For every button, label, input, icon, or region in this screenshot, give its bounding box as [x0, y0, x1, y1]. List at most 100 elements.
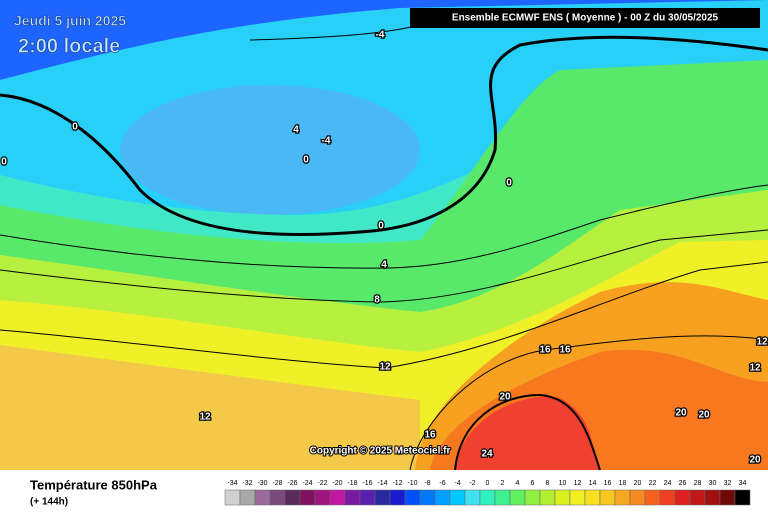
contours — [0, 24, 768, 471]
contour-label: 12 — [199, 412, 211, 423]
legend-swatch — [389, 489, 406, 506]
model-info: Ensemble ECMWF ENS ( Moyenne ) - 00 Z du… — [452, 13, 719, 24]
legend-swatch — [299, 489, 316, 506]
contour-label: 4 — [293, 125, 299, 136]
legend-label: 6 — [531, 480, 535, 487]
legend-label: -16 — [362, 480, 372, 487]
legend-label: -18 — [347, 480, 357, 487]
contour-label: 16 — [539, 345, 551, 356]
contour-label: 20 — [499, 392, 511, 403]
legend-swatch — [419, 489, 436, 506]
legend-label: -4 — [454, 480, 460, 487]
contour-label: 12 — [749, 363, 761, 374]
legend-swatch — [689, 489, 706, 506]
contour-label: -4 — [322, 136, 331, 147]
legend-label: -30 — [257, 480, 267, 487]
legend-swatch — [464, 489, 481, 506]
legend-swatch — [704, 489, 721, 506]
legend-label: 18 — [619, 480, 627, 487]
legend-label: 14 — [589, 480, 597, 487]
legend-swatch — [284, 489, 301, 506]
legend-label: 32 — [724, 480, 732, 487]
time: 2:00 locale — [18, 35, 120, 57]
legend-swatch — [509, 489, 526, 506]
contour-label: -4 — [376, 30, 385, 41]
legend-label: 30 — [709, 480, 717, 487]
legend-swatch — [674, 489, 691, 506]
legend-swatch — [479, 489, 496, 506]
legend-swatch — [224, 489, 241, 506]
legend-label: -2 — [469, 480, 475, 487]
contour-label: 20 — [749, 455, 761, 466]
legend-label: 20 — [634, 480, 642, 487]
legend-label: -22 — [317, 480, 327, 487]
legend-swatch — [449, 489, 466, 506]
legend-label: 10 — [559, 480, 567, 487]
contour-label: 12 — [756, 337, 768, 348]
legend-title: Température 850hPa — [30, 477, 158, 492]
legend-swatch — [314, 489, 331, 506]
header-bar — [410, 8, 760, 28]
legend-label: 26 — [679, 480, 687, 487]
copyright: Copyright © 2025 Meteociel.fr — [310, 446, 451, 457]
legend-swatch — [554, 489, 571, 506]
legend-label: 8 — [546, 480, 550, 487]
contour-label: 20 — [675, 408, 687, 419]
legend-swatch — [719, 489, 736, 506]
contour-label: 20 — [698, 410, 710, 421]
legend-swatch — [434, 489, 451, 506]
contour-label: 12 — [379, 362, 391, 373]
contour-label: 16 — [559, 345, 571, 356]
legend-label: 0 — [486, 480, 490, 487]
date: Jeudi 5 juin 2025 — [14, 13, 126, 29]
legend-label: 34 — [739, 480, 747, 487]
legend-label: 16 — [604, 480, 612, 487]
legend-label: -10 — [407, 480, 417, 487]
legend-swatch — [524, 489, 541, 506]
legend-swatch — [629, 489, 646, 506]
legend-label: 22 — [649, 480, 657, 487]
legend-swatch — [359, 489, 376, 506]
legend-label: -20 — [332, 480, 342, 487]
legend-swatch — [374, 489, 391, 506]
legend-swatch — [659, 489, 676, 506]
legend-label: -32 — [242, 480, 252, 487]
legend-swatch — [539, 489, 556, 506]
legend-label: -8 — [424, 480, 430, 487]
legend-swatch — [329, 489, 346, 506]
legend-swatch — [644, 489, 661, 506]
legend-label: 12 — [574, 480, 582, 487]
contour-label: 4 — [381, 260, 387, 271]
contour-label: 8 — [374, 295, 380, 306]
legend-label: -24 — [302, 480, 312, 487]
legend-swatch — [614, 489, 631, 506]
legend-label: 28 — [694, 480, 702, 487]
lead-time: (+ 144h) — [30, 497, 68, 508]
legend-label: 24 — [664, 480, 672, 487]
legend-swatch — [239, 489, 256, 506]
legend-label: -6 — [439, 480, 445, 487]
legend-swatch — [269, 489, 286, 506]
contour-label: 0 — [1, 157, 7, 168]
legend-swatch — [584, 489, 601, 506]
legend-swatch — [344, 489, 361, 506]
contour-label: 0 — [72, 122, 78, 133]
contour-label: 16 — [424, 430, 436, 441]
legend-swatch — [254, 489, 271, 506]
temperature-field — [0, 0, 768, 470]
legend-label: 4 — [516, 480, 520, 487]
contour-label: 0 — [378, 221, 384, 232]
legend-swatch — [494, 489, 511, 506]
legend-swatch — [569, 489, 586, 506]
legend-swatch — [599, 489, 616, 506]
legend-label: -14 — [377, 480, 387, 487]
legend-label: -28 — [272, 480, 282, 487]
legend-swatch — [734, 489, 751, 506]
legend-label: -34 — [227, 480, 237, 487]
legend-label: 2 — [501, 480, 505, 487]
legend-label: -12 — [392, 480, 402, 487]
legend-swatch — [404, 489, 421, 506]
contour-label: 24 — [481, 449, 493, 460]
